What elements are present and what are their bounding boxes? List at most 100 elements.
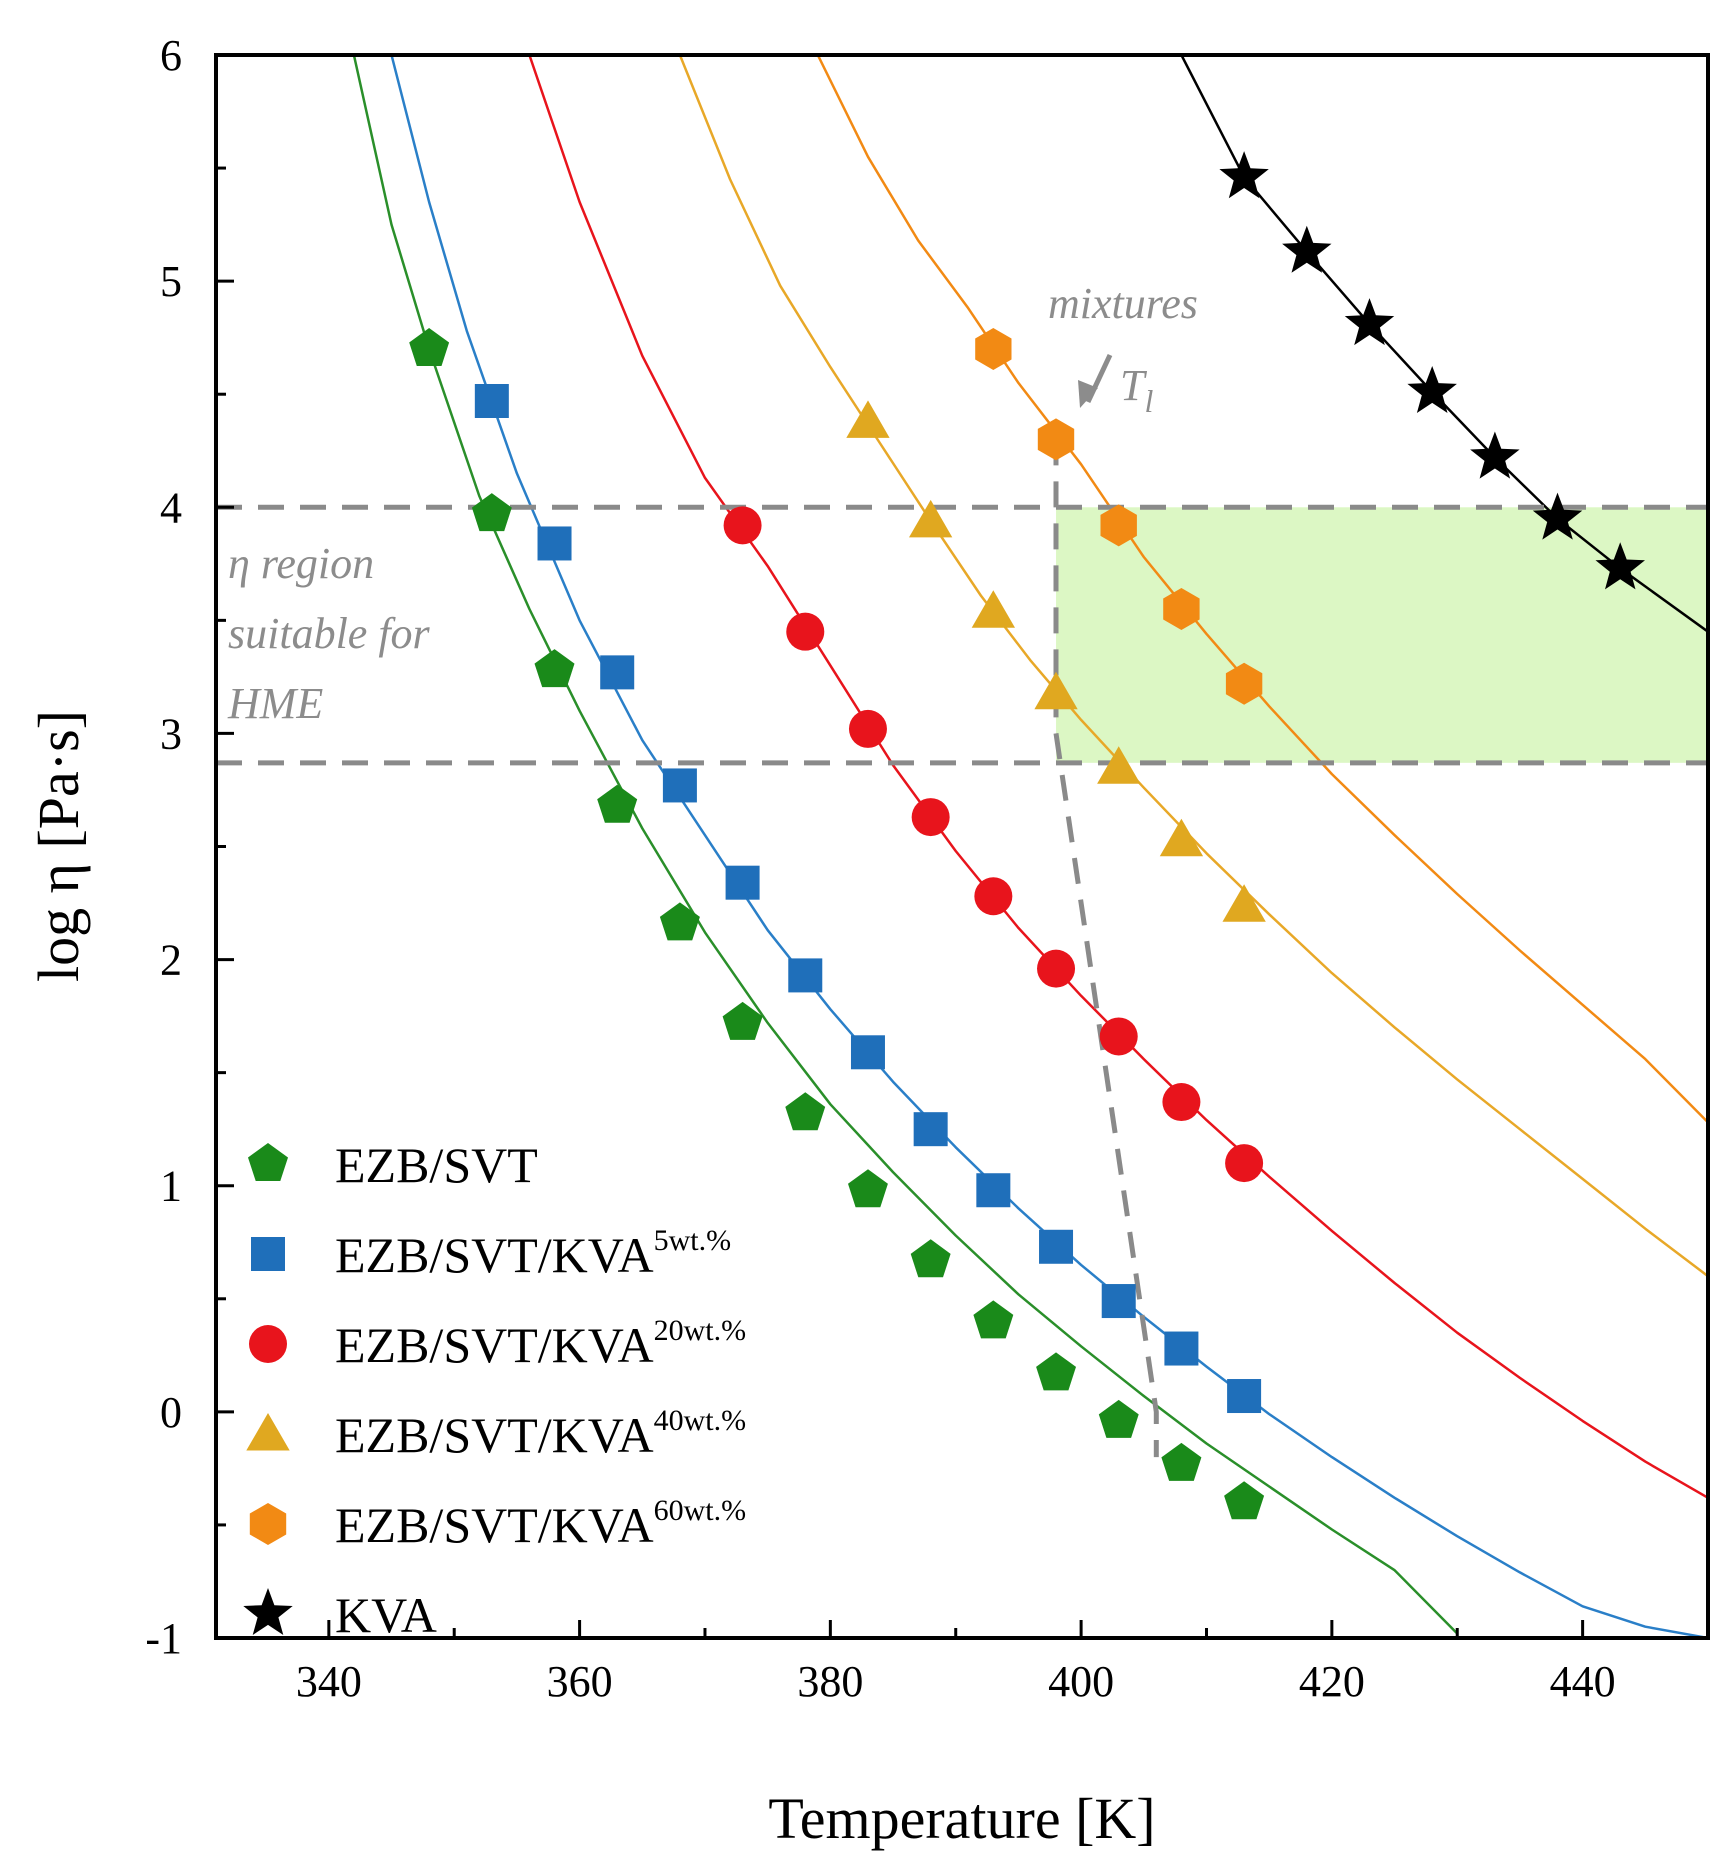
axis-ticks: 340 360 380 400 420 440 -1 0 1 2 3 4 5 6 — [145, 31, 1615, 1706]
legend-marker-1 — [251, 1237, 285, 1271]
legend-label-1: EZB/SVT/KVA5wt.% — [335, 1224, 731, 1283]
data-point-s1-11 — [1164, 1331, 1199, 1366]
data-point-s5-2 — [1344, 298, 1395, 346]
legend: EZB/SVT EZB/SVT/KVA5wt.% EZB/SVT/KVA20wt.%… — [243, 1137, 746, 1643]
legend-label-0: EZB/SVT — [335, 1137, 538, 1193]
legend-label-3: EZB/SVT/KVA40wt.% — [335, 1404, 746, 1463]
data-point-s5-3 — [1407, 366, 1457, 413]
data-point-s1-6 — [850, 1035, 885, 1070]
data-point-s0-12 — [1161, 1442, 1202, 1481]
data-point-s5-0 — [1219, 151, 1269, 199]
hme-region — [1056, 507, 1708, 763]
legend-label-4: EZB/SVT/KVA60wt.% — [335, 1494, 746, 1553]
data-point-s2-7 — [1162, 1083, 1201, 1122]
fit-line-1 — [390, 55, 1708, 1638]
plot-lines — [352, 55, 1708, 1638]
data-point-s4-3 — [1163, 588, 1200, 630]
legend-marker-0 — [248, 1143, 288, 1181]
y-tick-label: 3 — [160, 709, 182, 758]
x-tick-label: 380 — [797, 1657, 863, 1706]
y-tick-label: 1 — [160, 1162, 182, 1211]
data-point-s1-5 — [788, 958, 823, 993]
data-point-s1-4 — [725, 865, 760, 900]
data-point-s3-5 — [1159, 818, 1204, 857]
hme-annotation-line1: η region — [228, 539, 374, 588]
y-tick-label: 2 — [160, 936, 182, 985]
x-tick-label: 340 — [296, 1657, 362, 1706]
data-point-s1-8 — [976, 1173, 1011, 1208]
data-point-s4-4 — [1225, 662, 1263, 705]
data-point-s0-1 — [471, 493, 512, 532]
data-point-s2-2 — [848, 709, 887, 748]
hme-annotation-line2: suitable for — [228, 609, 431, 658]
legend-marker-5 — [243, 1588, 293, 1635]
mixtures-annotation: mixtures — [1048, 279, 1198, 328]
x-tick-label: 440 — [1550, 1657, 1616, 1706]
data-point-s0-0 — [409, 328, 450, 366]
data-point-s4-1 — [1037, 418, 1075, 461]
data-markers — [409, 151, 1645, 1520]
legend-marker-4 — [249, 1503, 287, 1545]
x-tick-label: 420 — [1299, 1657, 1365, 1706]
data-point-s3-6 — [1222, 884, 1266, 922]
data-point-s1-1 — [537, 526, 572, 561]
data-point-s1-9 — [1039, 1229, 1074, 1264]
data-point-s5-1 — [1282, 225, 1332, 273]
y-tick-label: 0 — [160, 1388, 182, 1437]
data-point-s5-6 — [1595, 542, 1645, 590]
data-point-s2-5 — [1037, 949, 1076, 988]
data-point-s2-8 — [1225, 1144, 1264, 1183]
data-point-s2-6 — [1099, 1017, 1138, 1056]
data-point-s1-10 — [1101, 1284, 1136, 1319]
data-point-s2-1 — [786, 612, 825, 651]
data-point-s5-4 — [1470, 431, 1520, 479]
x-tick-label: 400 — [1048, 1657, 1114, 1706]
data-point-s3-1 — [909, 499, 953, 538]
legend-marker-3 — [246, 1413, 290, 1451]
legend-label-5: KVA — [335, 1587, 437, 1643]
data-point-s0-10 — [1036, 1352, 1076, 1391]
tl-boundary-line — [1053, 439, 1159, 1458]
data-point-s1-2 — [600, 655, 635, 690]
data-point-s1-12 — [1227, 1379, 1262, 1414]
data-point-s4-2 — [1100, 504, 1137, 547]
data-point-s2-3 — [911, 798, 950, 837]
data-point-s3-3 — [1034, 671, 1078, 710]
data-point-s1-0 — [474, 383, 509, 418]
data-point-s4-0 — [975, 328, 1012, 370]
data-point-s0-7 — [848, 1169, 888, 1208]
data-point-s3-4 — [1097, 746, 1141, 784]
data-point-s0-4 — [659, 902, 700, 941]
data-point-s0-8 — [910, 1239, 951, 1278]
data-point-s1-3 — [662, 768, 697, 803]
y-tick-label: 6 — [160, 31, 182, 80]
y-tick-label: 4 — [160, 483, 182, 532]
data-point-s3-0 — [846, 400, 890, 438]
data-point-s3-2 — [971, 590, 1015, 628]
tl-annotation: Tl — [1120, 361, 1153, 419]
data-point-s0-9 — [973, 1300, 1014, 1339]
data-point-s1-7 — [913, 1112, 948, 1147]
data-point-s0-5 — [722, 1001, 763, 1040]
legend-label-2: EZB/SVT/KVA20wt.% — [335, 1314, 746, 1373]
fit-line-0 — [352, 55, 1459, 1635]
data-point-s0-13 — [1224, 1481, 1265, 1520]
plot-frame — [214, 53, 1710, 1640]
data-point-s0-2 — [534, 649, 575, 688]
data-point-s0-3 — [597, 784, 638, 823]
data-point-s2-4 — [974, 877, 1013, 916]
data-point-s5-5 — [1532, 492, 1583, 540]
tl-arrow-head — [1078, 380, 1098, 408]
x-tick-label: 360 — [547, 1657, 613, 1706]
x-axis-title: Temperature [K] — [768, 1786, 1155, 1851]
data-point-s2-0 — [723, 506, 762, 545]
data-point-s0-11 — [1098, 1399, 1139, 1438]
dashed-guides — [216, 439, 1708, 1458]
y-tick-label: -1 — [145, 1614, 182, 1663]
fit-line-3 — [678, 55, 1708, 1278]
y-tick-label: 5 — [160, 257, 182, 306]
hme-annotation-line3: HME — [227, 679, 323, 728]
legend-marker-2 — [249, 1325, 287, 1363]
y-axis-title: log η [Pa·s] — [26, 710, 91, 982]
